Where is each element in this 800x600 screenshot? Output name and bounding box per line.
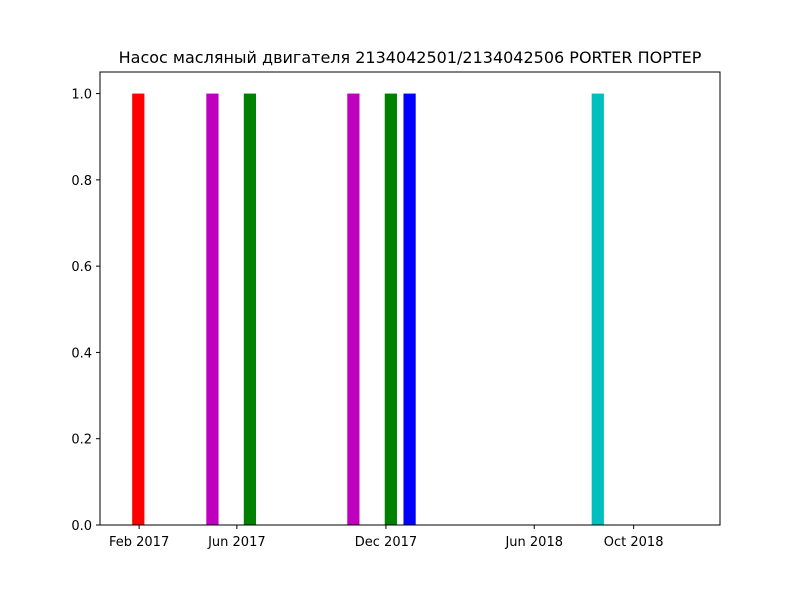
x-axis: Feb 2017 Jun 2017 Dec 2017 Jun 2018 Oct 2018 bbox=[109, 525, 664, 550]
y-tick-label-5: 1.0 bbox=[71, 88, 92, 103]
x-tick-label-3: Jun 2018 bbox=[504, 535, 563, 550]
plot-frame bbox=[99, 71, 721, 526]
y-tick-label-4: 0.8 bbox=[71, 174, 92, 189]
y-axis: 0.0 0.2 0.4 0.6 0.8 1.0 bbox=[71, 88, 100, 534]
y-tick-label-3: 0.6 bbox=[71, 260, 92, 275]
bar-1 bbox=[206, 93, 219, 525]
x-tick-label-0: Feb 2017 bbox=[109, 535, 169, 550]
bar-4 bbox=[384, 93, 397, 525]
bar-5 bbox=[403, 93, 416, 525]
y-tick-label-0: 0.0 bbox=[71, 519, 92, 534]
x-tick-label-2: Dec 2017 bbox=[355, 535, 417, 550]
y-tick-label-2: 0.4 bbox=[71, 346, 92, 361]
bar-0 bbox=[132, 93, 145, 525]
bars-layer bbox=[132, 93, 604, 525]
bar-6 bbox=[591, 93, 604, 525]
bar-2 bbox=[243, 93, 257, 525]
y-tick-label-1: 0.2 bbox=[71, 433, 92, 448]
x-tick-label-1: Jun 2017 bbox=[207, 535, 266, 550]
chart-title: Насос масляный двигателя 2134042501/2134… bbox=[119, 48, 702, 67]
bar-3 bbox=[347, 93, 360, 525]
x-tick-label-4: Oct 2018 bbox=[604, 535, 664, 550]
